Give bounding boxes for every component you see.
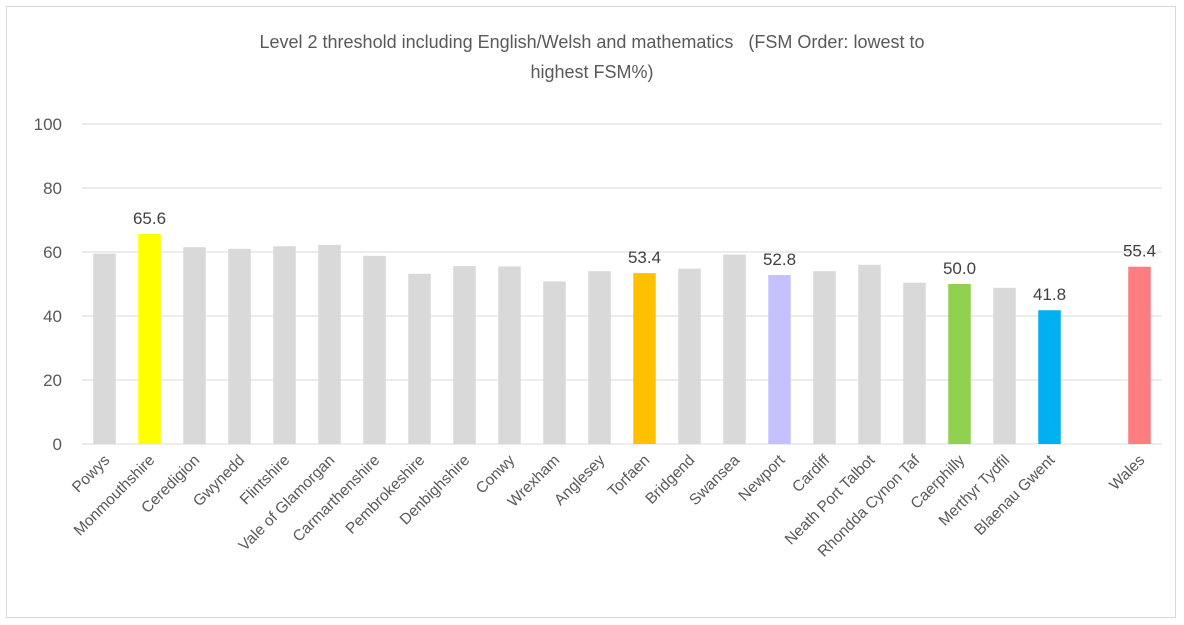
bar-chart: Level 2 threshold including English/Wels… bbox=[34, 32, 1162, 561]
bar bbox=[633, 273, 656, 444]
bar bbox=[858, 264, 881, 444]
bar bbox=[723, 254, 746, 444]
bar bbox=[813, 271, 836, 444]
bar bbox=[138, 234, 161, 444]
x-category-label: Blaenau Gwent bbox=[971, 451, 1058, 538]
data-label: 41.8 bbox=[1033, 285, 1066, 304]
bar bbox=[993, 287, 1016, 444]
x-category-label: Monmouthshire bbox=[71, 452, 159, 540]
bar bbox=[588, 271, 611, 444]
x-axis-category-labels: PowysMonmouthshireCeredigionGwyneddFlint… bbox=[69, 451, 1148, 560]
bar bbox=[498, 266, 521, 444]
y-axis-tick-labels: 0 20 40 60 80 100 bbox=[34, 115, 62, 454]
bar bbox=[363, 255, 386, 444]
x-category-label: Newport bbox=[735, 451, 788, 504]
y-tick-label: 80 bbox=[43, 179, 62, 198]
bar bbox=[678, 268, 701, 444]
chart-title-line: highest FSM%) bbox=[530, 62, 653, 82]
data-label: 52.8 bbox=[763, 250, 796, 269]
x-category-label: Powys bbox=[69, 452, 113, 496]
y-tick-label: 20 bbox=[43, 371, 62, 390]
data-labels: 65.6 53.4 52.8 50.0 41.8 55.4 bbox=[133, 209, 1156, 304]
bar bbox=[228, 248, 251, 444]
x-category-label: Wales bbox=[1106, 452, 1148, 494]
data-label: 50.0 bbox=[943, 259, 976, 278]
bar bbox=[93, 253, 116, 444]
bar bbox=[453, 266, 476, 444]
x-category-label: Cardiff bbox=[789, 451, 834, 496]
bars bbox=[93, 234, 1151, 444]
data-label: 55.4 bbox=[1123, 242, 1156, 261]
bar bbox=[273, 246, 296, 444]
x-category-label: Anglesey bbox=[551, 452, 608, 509]
y-tick-label: 40 bbox=[43, 307, 62, 326]
bar bbox=[543, 281, 566, 444]
bar bbox=[1038, 310, 1061, 444]
y-tick-label: 0 bbox=[53, 435, 62, 454]
x-category-label: Swansea bbox=[686, 452, 743, 509]
y-tick-label: 100 bbox=[34, 115, 62, 134]
y-gridlines bbox=[82, 123, 1162, 445]
bar bbox=[318, 244, 341, 444]
data-label: 65.6 bbox=[133, 209, 166, 228]
bar bbox=[1128, 266, 1151, 444]
bar bbox=[408, 273, 431, 444]
bar bbox=[183, 247, 206, 444]
chart-title: Level 2 threshold including English/Wels… bbox=[260, 32, 925, 82]
chart-title-line: Level 2 threshold including English/Wels… bbox=[260, 32, 925, 52]
bar bbox=[903, 282, 926, 444]
bar bbox=[768, 275, 791, 444]
bar bbox=[948, 284, 971, 444]
data-label: 53.4 bbox=[628, 248, 661, 267]
y-tick-label: 60 bbox=[43, 243, 62, 262]
chart-frame: Level 2 threshold including English/Wels… bbox=[6, 6, 1176, 618]
x-category-label: Pembrokeshire bbox=[343, 452, 429, 538]
